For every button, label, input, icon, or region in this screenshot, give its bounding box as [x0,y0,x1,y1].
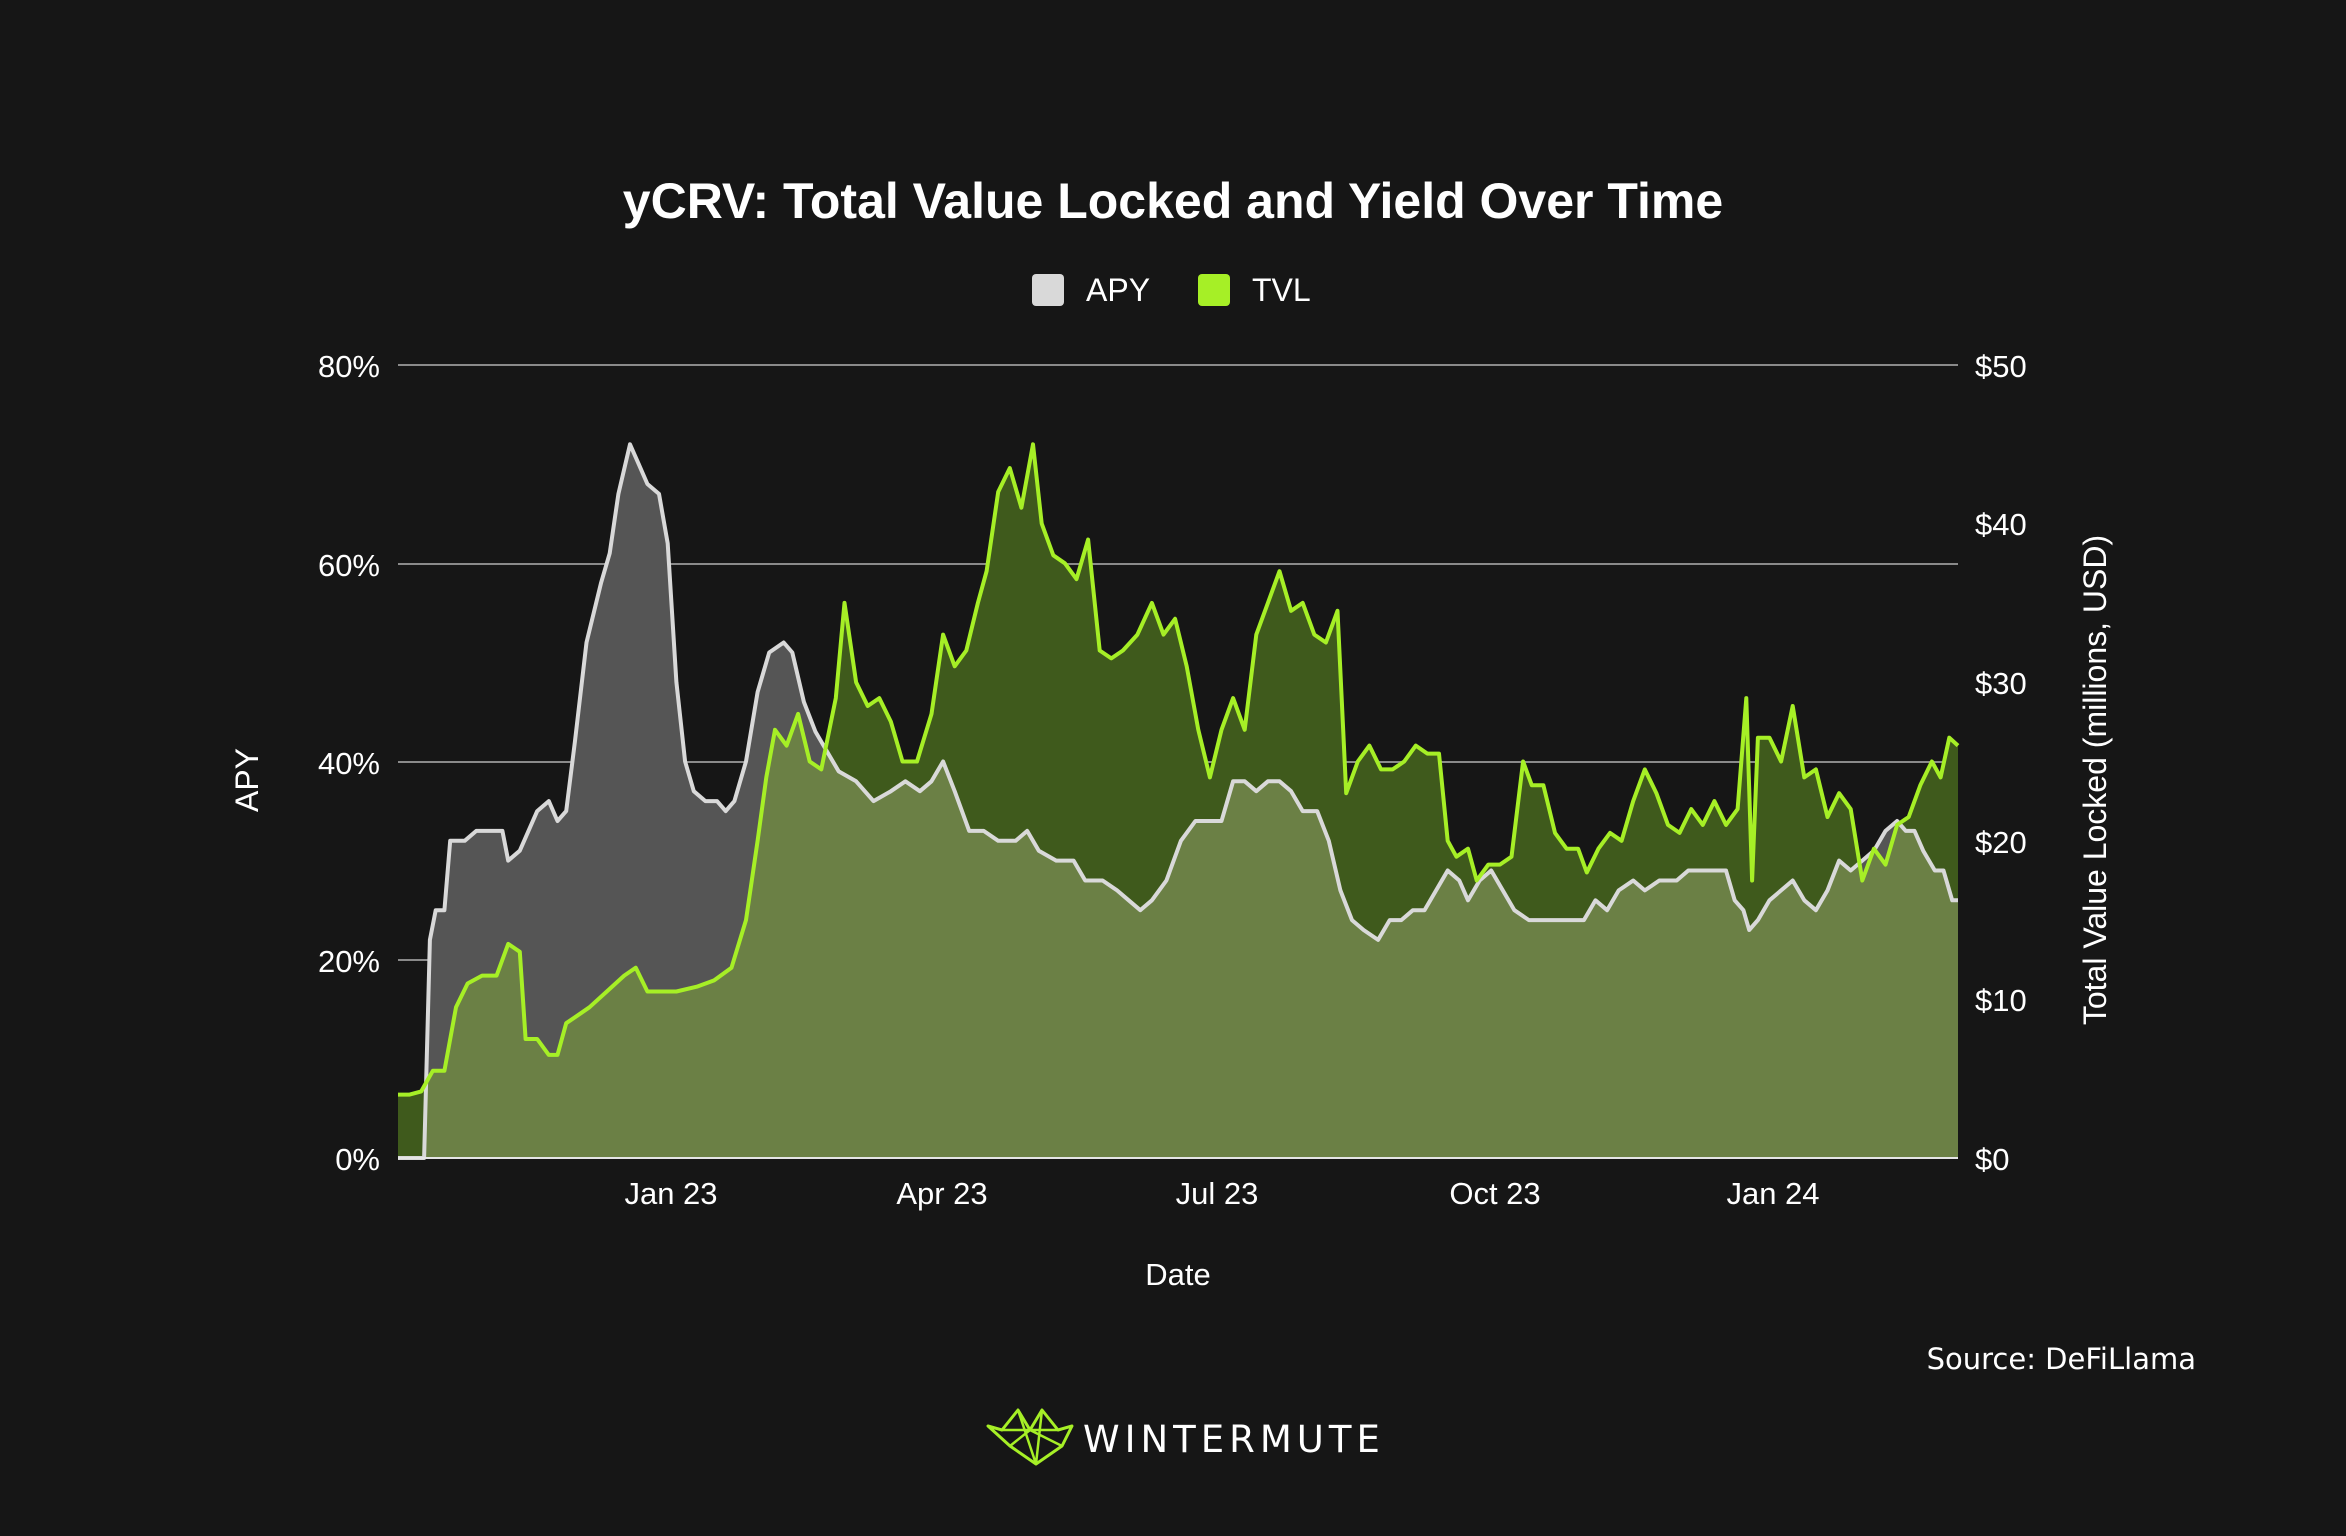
y-right-tick-5: $50 [1975,349,2027,384]
y-left-tick-2: 40% [318,746,380,781]
y-right-tick-3: $30 [1975,666,2027,701]
chart-title: yCRV: Total Value Locked and Yield Over … [623,173,1723,229]
overlap-area [398,444,1958,1158]
y-right-tick-4: $40 [1975,507,2027,542]
x-tick-apr23: Apr 23 [896,1176,987,1211]
legend-swatch-apy [1032,274,1064,306]
y-right-tick-2: $20 [1975,825,2027,860]
apy-line [398,442,1958,1160]
y-left-tick-1: 20% [318,944,380,979]
x-ticks: Jan 23 Apr 23 Jul 23 Oct 23 Jan 24 [624,1176,1819,1211]
y-right-ticks: $0 $10 $20 $30 $40 $50 [1975,349,2027,1177]
legend: APY TVL [1032,272,1311,308]
y-left-ticks: 0% 20% 40% 60% 80% [318,349,380,1177]
x-tick-oct23: Oct 23 [1449,1176,1540,1211]
x-tick-jul23: Jul 23 [1176,1176,1259,1211]
tvl-line [398,442,1960,1097]
y-left-axis-label: APY [229,748,265,812]
source-note: Source: DeFiLlama [1927,1342,2196,1376]
y-left-tick-3: 60% [318,548,380,583]
y-right-tick-1: $10 [1975,983,2027,1018]
x-axis-label: Date [1145,1257,1210,1292]
x-tick-jan24: Jan 24 [1726,1176,1819,1211]
legend-swatch-tvl [1198,274,1230,306]
y-right-tick-0: $0 [1975,1142,2009,1177]
wintermute-logo-icon [986,1408,1074,1466]
brand-wordmark: WINTERMUTE [1083,1418,1385,1461]
legend-label-apy: APY [1086,272,1150,308]
x-tick-jan23: Jan 23 [624,1176,717,1211]
legend-label-tvl: TVL [1252,272,1311,308]
y-right-axis-label: Total Value Locked (millions, USD) [2077,535,2113,1025]
y-left-tick-0: 0% [335,1142,380,1177]
y-left-tick-4: 80% [318,349,380,384]
